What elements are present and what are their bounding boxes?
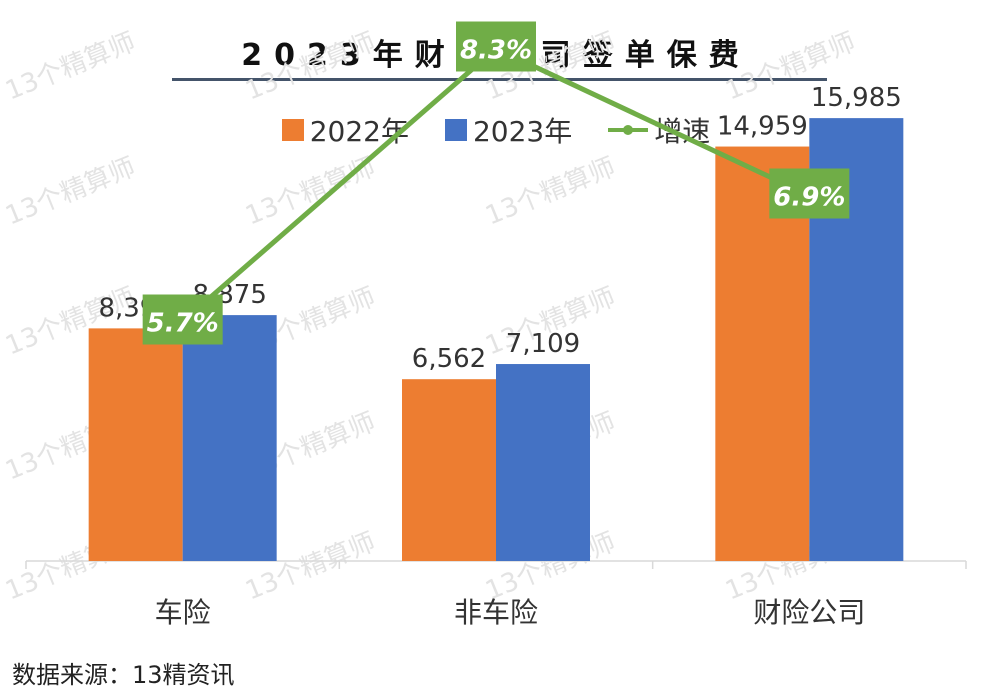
bar-2023 <box>496 364 590 561</box>
bar-value-label: 7,109 <box>506 329 580 359</box>
watermark-text: 13个精算师 <box>1 152 139 231</box>
watermark-text: 13个精算师 <box>1 27 139 106</box>
watermark-text: 13个精算师 <box>241 152 379 231</box>
legend-label-2023: 2023年 <box>472 115 573 148</box>
growth-label-box <box>456 21 536 72</box>
x-tick-label: 非车险 <box>454 596 538 629</box>
bar-value-label: 14,959 <box>717 112 808 142</box>
bar-2022 <box>402 379 496 561</box>
growth-label: 5.7% <box>147 309 219 339</box>
bar-value-label: 6,562 <box>412 344 486 374</box>
legend-label-2022: 2022年 <box>309 115 409 148</box>
legend-item-2023: 2023年 <box>444 110 573 150</box>
x-tick-label: 财险公司 <box>753 596 865 629</box>
x-tick-label: 车险 <box>155 596 211 629</box>
growth-label-box <box>769 168 850 219</box>
title-underline <box>172 78 827 81</box>
growth-label-box <box>142 294 223 345</box>
watermark-text: 13个精算师 <box>241 27 379 106</box>
legend-swatch-growth <box>608 119 649 141</box>
data-source-note: 数据来源：13精资讯 <box>12 661 235 689</box>
legend-swatch-2023 <box>444 119 467 141</box>
watermark-text: 13个精算师 <box>481 152 619 231</box>
bar-2023 <box>182 315 277 561</box>
growth-label: 6.9% <box>773 183 845 213</box>
bar-value-label: 15,985 <box>811 83 902 113</box>
chart-legend: 2022年 2023年 增速 <box>0 110 992 150</box>
growth-label: 8.3% <box>460 36 532 66</box>
legend-swatch-2022 <box>281 119 304 141</box>
legend-item-2022: 2022年 <box>281 110 409 150</box>
bar-2022 <box>88 328 183 561</box>
